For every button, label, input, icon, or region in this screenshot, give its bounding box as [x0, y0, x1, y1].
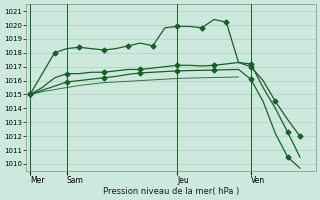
X-axis label: Pression niveau de la mer( hPa ): Pression niveau de la mer( hPa ) — [103, 187, 239, 196]
